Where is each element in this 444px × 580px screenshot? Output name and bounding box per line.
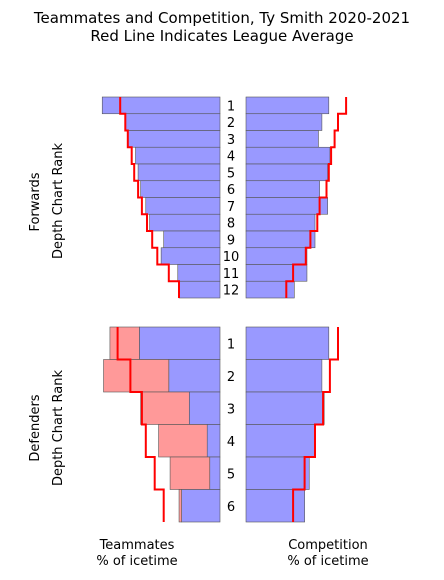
forwards-rank-label-8: 8 xyxy=(227,217,235,232)
fwd-teammates-bar-6 xyxy=(140,180,221,198)
fwd-teammates-bar-2 xyxy=(124,113,221,131)
fwd-teammates-bar-5 xyxy=(137,163,221,182)
fwd-competition-league-average-line xyxy=(285,97,348,298)
defenders-rank-label-1: 1 xyxy=(227,337,235,352)
fwd-competition-bar-10 xyxy=(245,247,308,265)
forwards-rank-label-12: 12 xyxy=(223,284,240,299)
chart-title-line-1: Teammates and Competition, Ty Smith 2020… xyxy=(33,9,411,27)
fwd-competition-bar-9 xyxy=(245,230,316,249)
fwd-teammates-bar-10 xyxy=(160,247,221,265)
def-teammates-bar-6 xyxy=(181,489,221,523)
fwd-competition-bar-12 xyxy=(245,280,295,299)
forwards-rank-label-9: 9 xyxy=(227,233,235,248)
forwards-rank-label-10: 10 xyxy=(223,250,240,265)
fwd-teammates-bar-9 xyxy=(163,230,221,249)
forwards-rank-label-3: 3 xyxy=(227,133,235,148)
def-competition-bar-6 xyxy=(245,489,305,523)
fwd-teammates-bar-7 xyxy=(145,197,221,215)
fwd-competition-bar-8 xyxy=(245,213,316,232)
fwd-competition-bar-7 xyxy=(245,197,328,215)
forwards-rank-label-4: 4 xyxy=(227,150,235,165)
teammates-x-unit-label: % of icetime xyxy=(96,554,178,569)
fwd-competition-bar-4 xyxy=(245,146,331,165)
competition-x-unit-label: % of icetime xyxy=(287,554,369,569)
fwd-teammates-league-average-line xyxy=(119,97,180,298)
forwards-rank-label-7: 7 xyxy=(227,200,235,215)
def-teammates-bar-4 xyxy=(206,424,221,458)
def-teammates-pair-bar-2 xyxy=(103,359,170,393)
forwards-rank-label-5: 5 xyxy=(227,166,235,181)
fwd-teammates-bar-12 xyxy=(178,280,221,299)
fwd-competition-bar-11 xyxy=(245,264,308,282)
def-competition-bar-4 xyxy=(245,424,316,458)
def-teammates-bar-3 xyxy=(188,391,221,425)
teammates-x-label: Teammates xyxy=(99,538,175,553)
def-teammates-pair-bar-1 xyxy=(109,326,140,360)
fwd-teammates-bar-11 xyxy=(177,264,221,282)
def-competition-bar-3 xyxy=(245,391,325,425)
fwd-teammates-bar-4 xyxy=(135,146,221,165)
def-teammates-league-average-line xyxy=(116,327,165,522)
def-teammates-bar-5 xyxy=(209,456,221,490)
def-teammates-pair-bar-6 xyxy=(178,489,182,523)
def-teammates-bar-1 xyxy=(139,326,221,360)
def-teammates-pair-bar-3 xyxy=(140,391,190,425)
def-competition-bar-5 xyxy=(245,456,310,490)
def-competition-league-average-line xyxy=(292,327,339,522)
fwd-competition-bar-6 xyxy=(245,180,320,198)
fwd-competition-bar-3 xyxy=(245,130,319,148)
fwd-competition-bar-1 xyxy=(245,96,330,115)
forwards-rank-label-2: 2 xyxy=(227,116,235,131)
forwards-rank-label-11: 11 xyxy=(223,267,240,282)
fwd-teammates-bar-3 xyxy=(127,130,221,148)
fwd-teammates-bar-8 xyxy=(149,213,221,232)
defenders-rank-label-3: 3 xyxy=(227,402,235,417)
def-teammates-pair-bar-5 xyxy=(169,456,211,490)
def-competition-bar-1 xyxy=(245,326,330,360)
defenders-rank-label-5: 5 xyxy=(227,467,235,482)
def-teammates-pair-bar-4 xyxy=(158,424,208,458)
chart-title-line-2: Red Line Indicates League Average xyxy=(90,27,354,45)
def-teammates-bar-2 xyxy=(168,359,221,393)
competition-x-label: Competition xyxy=(288,538,368,553)
fwd-competition-bar-5 xyxy=(245,163,328,182)
def-competition-bar-2 xyxy=(245,359,323,393)
fwd-competition-bar-2 xyxy=(245,113,323,131)
defenders-rank-label-2: 2 xyxy=(227,370,235,385)
forwards-rank-label-1: 1 xyxy=(227,99,235,114)
forwards-rank-label-6: 6 xyxy=(227,183,235,198)
defenders-rank-label-4: 4 xyxy=(227,435,235,450)
defenders-rank-label-6: 6 xyxy=(227,500,235,515)
